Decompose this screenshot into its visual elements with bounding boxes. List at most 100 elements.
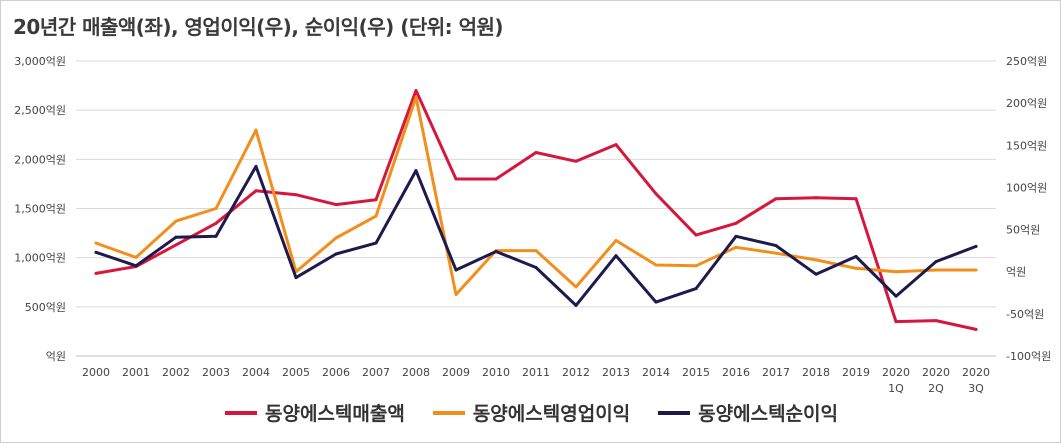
series-1-point-16 bbox=[734, 245, 738, 249]
right-tick-label-7: 250억원 bbox=[1006, 55, 1047, 68]
x-tick-label-2: 2002 bbox=[162, 366, 190, 379]
x-tick-label-12: 2012 bbox=[562, 366, 590, 379]
series-0-point-17 bbox=[774, 197, 778, 201]
x-tick-label-8: 2008 bbox=[402, 366, 430, 379]
series-2-point-14 bbox=[654, 300, 658, 304]
series-1-point-11 bbox=[534, 249, 538, 253]
series-1-point-3 bbox=[214, 207, 218, 210]
x-tick-label-19: 2019 bbox=[842, 366, 870, 379]
right-tick-label-0: -100억원 bbox=[1006, 350, 1051, 363]
series-1-point-14 bbox=[654, 263, 658, 267]
series-0-point-8 bbox=[414, 89, 418, 92]
series-1-point-15 bbox=[694, 264, 698, 268]
legend-label-operating-profit: 동양에스텍영업이익 bbox=[472, 403, 631, 425]
x-tick-label-10: 2010 bbox=[482, 366, 510, 379]
x-tick-label-1: 2001 bbox=[122, 366, 150, 379]
right-tick-label-4: 100억원 bbox=[1006, 181, 1047, 194]
right-tick-label-2: 억원 bbox=[1006, 266, 1026, 279]
x-tick-label-16: 2016 bbox=[722, 366, 750, 379]
series-1-point-12 bbox=[574, 285, 578, 289]
left-tick-label-1: 500억원 bbox=[25, 301, 66, 314]
series-2-point-18 bbox=[814, 272, 818, 276]
right-tick-label-6: 200억원 bbox=[1006, 97, 1047, 110]
x-tick-label-21-line1: 2Q bbox=[928, 382, 944, 395]
series-0-point-3 bbox=[214, 221, 218, 225]
left-tick-label-6: 3,000억원 bbox=[14, 55, 66, 68]
series-1-point-4 bbox=[254, 128, 258, 132]
series-2-point-7 bbox=[374, 241, 378, 245]
series-1-point-18 bbox=[814, 258, 818, 262]
series-0-point-5 bbox=[294, 193, 298, 197]
series-2-point-1 bbox=[134, 264, 138, 268]
series-2-point-19 bbox=[854, 255, 858, 259]
x-tick-label-15: 2015 bbox=[682, 366, 710, 379]
series-1-point-8 bbox=[414, 95, 418, 99]
series-1-point-22 bbox=[974, 268, 978, 272]
x-tick-label-20-line1: 1Q bbox=[888, 382, 904, 395]
left-tick-label-2: 1,000억원 bbox=[14, 252, 66, 265]
series-2-point-10 bbox=[494, 249, 498, 253]
series-1-point-1 bbox=[134, 255, 138, 259]
legend-item-operating-profit: 동양에스텍영업이익 bbox=[432, 399, 631, 426]
legend-swatch-operating-profit bbox=[432, 410, 465, 415]
series-0-point-6 bbox=[334, 203, 338, 207]
series-1-point-7 bbox=[374, 214, 378, 218]
legend-item-revenue: 동양에스텍매출액 bbox=[224, 399, 405, 426]
series-0-point-14 bbox=[654, 192, 658, 196]
series-2-point-2 bbox=[174, 235, 178, 239]
x-tick-label-22-line1: 3Q bbox=[968, 382, 984, 395]
x-tick-label-3: 2003 bbox=[202, 366, 230, 379]
legend-swatch-net-income bbox=[658, 410, 691, 415]
x-tick-label-13: 2013 bbox=[602, 366, 630, 379]
series-2-point-20 bbox=[894, 294, 898, 298]
series-0-point-21 bbox=[934, 319, 938, 323]
series-2-point-8 bbox=[414, 169, 418, 173]
series-1-point-21 bbox=[934, 268, 938, 272]
series-2-point-4 bbox=[254, 164, 258, 168]
left-tick-label-3: 1,500억원 bbox=[14, 203, 66, 216]
series-2-point-13 bbox=[614, 254, 618, 258]
series-0-point-13 bbox=[614, 143, 618, 147]
x-tick-label-11: 2011 bbox=[522, 366, 550, 379]
series-1-point-13 bbox=[614, 239, 618, 243]
series-1-point-2 bbox=[174, 219, 178, 223]
x-tick-label-4: 2004 bbox=[242, 366, 270, 379]
series-2-point-22 bbox=[974, 244, 978, 248]
x-tick-label-0: 2000 bbox=[82, 366, 110, 379]
x-tick-label-14: 2014 bbox=[642, 366, 670, 379]
right-tick-label-5: 150억원 bbox=[1006, 139, 1047, 152]
x-tick-label-22: 2020 bbox=[962, 366, 990, 379]
series-0-point-0 bbox=[94, 271, 98, 275]
series-1-point-6 bbox=[334, 236, 338, 240]
legend-swatch-revenue bbox=[224, 410, 257, 415]
series-2-point-15 bbox=[694, 287, 698, 291]
series-2-point-0 bbox=[94, 250, 98, 254]
legend: 동양에스텍매출액 동양에스텍영업이익 동양에스텍순이익 bbox=[1, 399, 1061, 426]
series-line-1 bbox=[94, 95, 978, 296]
series-0-point-10 bbox=[494, 177, 498, 181]
x-tick-label-21: 2020 bbox=[922, 366, 950, 379]
x-tick-label-5: 2005 bbox=[282, 366, 310, 379]
series-0-point-22 bbox=[974, 327, 978, 331]
series-0-point-11 bbox=[534, 150, 538, 154]
series-2-point-12 bbox=[574, 303, 578, 307]
series-2-point-9 bbox=[454, 268, 458, 272]
series-2-point-3 bbox=[214, 234, 218, 238]
x-tick-label-7: 2007 bbox=[362, 366, 390, 379]
left-tick-label-4: 2,000억원 bbox=[14, 153, 66, 166]
series-0-point-4 bbox=[254, 189, 258, 193]
series-1-point-17 bbox=[774, 251, 778, 255]
x-tick-label-6: 2006 bbox=[322, 366, 350, 379]
series-0-point-18 bbox=[814, 196, 818, 200]
series-0-point-20 bbox=[894, 320, 898, 324]
right-tick-label-3: 50억원 bbox=[1006, 224, 1040, 237]
left-tick-label-5: 2,500억원 bbox=[14, 104, 66, 117]
series-0-point-2 bbox=[174, 243, 178, 247]
series-0-point-9 bbox=[454, 177, 458, 181]
legend-item-net-income: 동양에스텍순이익 bbox=[658, 399, 838, 426]
right-tick-label-1: -50억원 bbox=[1006, 308, 1044, 321]
chart-title: 20년간 매출액(좌), 영업이익(우), 순이익(우) (단위: 억원) bbox=[13, 15, 504, 39]
series-2-point-6 bbox=[334, 252, 338, 256]
